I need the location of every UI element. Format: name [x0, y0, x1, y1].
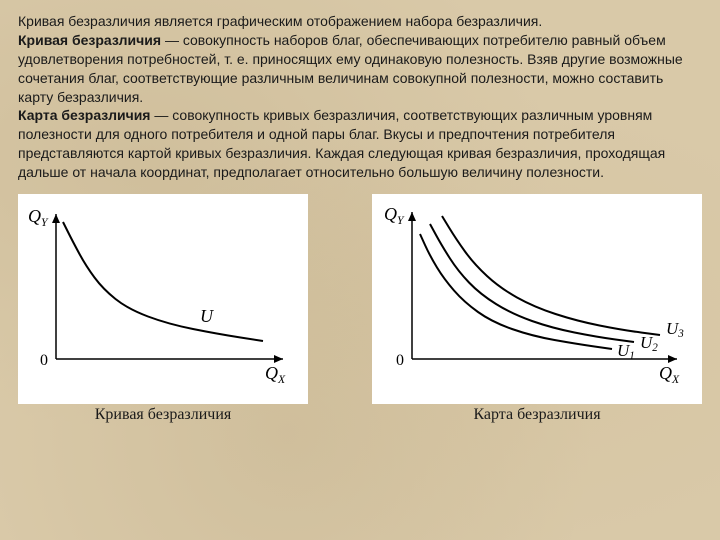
- term-indifference-map: Карта безразличия: [18, 107, 150, 123]
- paragraph-intro: Кривая безразличия является графическим …: [18, 13, 542, 29]
- svg-text:U2: U2: [640, 333, 658, 354]
- chart-left-wrap: 0 QY QX U Кривая безразличия: [18, 194, 308, 424]
- chart-right-caption: Карта безразличия: [473, 406, 600, 424]
- chart-right-wrap: 0 QY QX U1U2 U3 Карта безразличия: [372, 194, 702, 424]
- svg-text:QX: QX: [659, 363, 680, 386]
- svg-text:QY: QY: [384, 204, 405, 227]
- term-indifference-curve: Кривая безразличия: [18, 32, 161, 48]
- svg-text:U1: U1: [617, 341, 635, 362]
- svg-text:QY: QY: [28, 206, 49, 229]
- svg-text:U: U: [200, 306, 214, 326]
- indifference-curve-chart: 0 QY QX U: [18, 194, 308, 404]
- svg-text:0: 0: [396, 352, 404, 369]
- charts-row: 0 QY QX U Кривая безразличия 0 QY QX U1U2 U3 Ка…: [18, 194, 702, 424]
- svg-text:0: 0: [40, 352, 48, 369]
- svg-text:U3: U3: [666, 319, 684, 340]
- svg-text:QX: QX: [265, 363, 286, 386]
- main-text: Кривая безразличия является графическим …: [18, 12, 702, 182]
- indifference-map-chart: 0 QY QX U1U2 U3: [372, 194, 702, 404]
- chart-left-caption: Кривая безразличия: [95, 406, 232, 424]
